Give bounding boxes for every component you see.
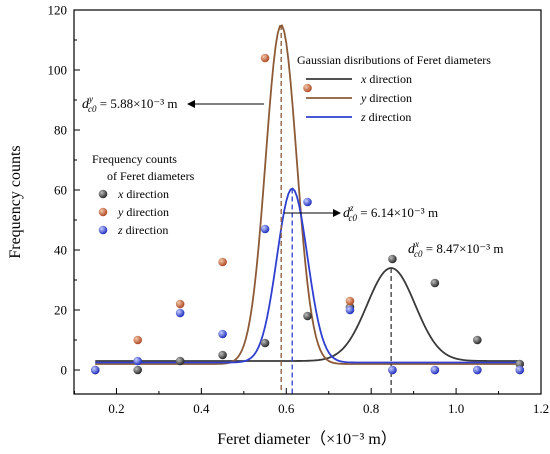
x-tick-label: 0.6 bbox=[278, 401, 295, 416]
axis-ticks: 0.2 0.4 0.6 0.8 1.0 1.2 0 20 40 60 80 100 120 bbox=[48, 3, 550, 417]
point-y-direction bbox=[260, 53, 270, 63]
legend-point-swatch-z bbox=[98, 225, 108, 235]
point-x-direction bbox=[218, 350, 227, 360]
legend-curves-title: Gaussian disributions of Feret diameters bbox=[297, 53, 491, 67]
point-z-direction bbox=[303, 197, 312, 207]
point-x-direction bbox=[175, 356, 185, 366]
point-z-direction bbox=[473, 365, 482, 375]
legend-curve-label-z: z direction bbox=[360, 110, 411, 124]
point-x-direction bbox=[133, 365, 142, 375]
legend-points: Frequency counts of Feret diameters x dire… bbox=[92, 152, 195, 237]
legend-point-label-x: x direction bbox=[117, 187, 169, 201]
point-z-direction bbox=[430, 365, 440, 375]
point-y-direction bbox=[175, 299, 185, 309]
y-tick-label: 0 bbox=[61, 363, 68, 378]
plot-frame bbox=[73, 9, 542, 395]
legend-point-label-z: z direction bbox=[117, 223, 168, 237]
curve-z-direction bbox=[95, 187, 520, 364]
legend-curves: Gaussian disributions of Feret diameters… bbox=[297, 53, 491, 124]
point-z-direction bbox=[133, 356, 142, 366]
point-z-direction bbox=[515, 365, 525, 375]
point-x-direction bbox=[260, 338, 270, 348]
point-y-direction bbox=[133, 335, 142, 345]
x-tick-label: 0.4 bbox=[193, 401, 210, 416]
annotation-z: dz c0 = 6.14×10⁻³ m bbox=[343, 203, 438, 223]
peak-annotations: dy c0 = 5.88×10⁻³ m dz c0 = 6.14×10⁻³ m dx c0… bbox=[82, 94, 504, 259]
y-tick-label: 120 bbox=[48, 3, 68, 18]
point-z-direction bbox=[175, 308, 185, 318]
data-points bbox=[90, 53, 525, 375]
x-tick-label: 0.2 bbox=[108, 401, 124, 416]
y-tick-label: 100 bbox=[48, 63, 68, 78]
point-z-direction bbox=[260, 224, 270, 234]
point-z-direction bbox=[345, 305, 355, 315]
y-tick-label: 80 bbox=[54, 123, 67, 138]
legend-points-title: of Feret diameters bbox=[107, 169, 195, 183]
point-y-direction bbox=[345, 296, 355, 306]
x-tick-label: 1.0 bbox=[448, 401, 464, 416]
x-tick-label: 1.2 bbox=[533, 401, 549, 416]
point-x-direction bbox=[303, 311, 312, 321]
point-z-direction bbox=[90, 365, 100, 375]
y-tick-label: 20 bbox=[54, 303, 67, 318]
curve-x-direction bbox=[95, 267, 520, 362]
y-tick-label: 60 bbox=[54, 183, 67, 198]
x-tick-label: 0.8 bbox=[363, 401, 379, 416]
y-axis-label: Frequency counts bbox=[7, 145, 24, 258]
legend-curve-label-x: x direction bbox=[360, 72, 412, 86]
point-z-direction bbox=[388, 365, 397, 375]
point-x-direction bbox=[430, 278, 440, 288]
annotation-y: dy c0 = 5.88×10⁻³ m bbox=[82, 94, 178, 114]
point-x-direction bbox=[515, 359, 525, 369]
point-y-direction bbox=[303, 83, 312, 93]
curve-y-direction bbox=[95, 24, 520, 365]
point-y-direction bbox=[218, 257, 227, 267]
point-x-direction bbox=[388, 254, 397, 264]
legend-points-title: Frequency counts bbox=[92, 152, 177, 166]
annotation-x: dx c0 = 8.47×10⁻³ m bbox=[408, 239, 504, 259]
point-z-direction bbox=[218, 329, 227, 339]
gaussian-curves bbox=[95, 24, 520, 365]
legend-curve-label-y: y direction bbox=[360, 91, 412, 105]
x-axis-label: Feret diameter（×10⁻³ m） bbox=[217, 430, 397, 448]
point-x-direction bbox=[473, 335, 482, 345]
legend-point-label-y: y direction bbox=[117, 205, 169, 219]
legend-point-swatch-y bbox=[98, 207, 108, 217]
legend-point-swatch-x bbox=[98, 189, 108, 199]
y-tick-label: 40 bbox=[54, 243, 67, 258]
